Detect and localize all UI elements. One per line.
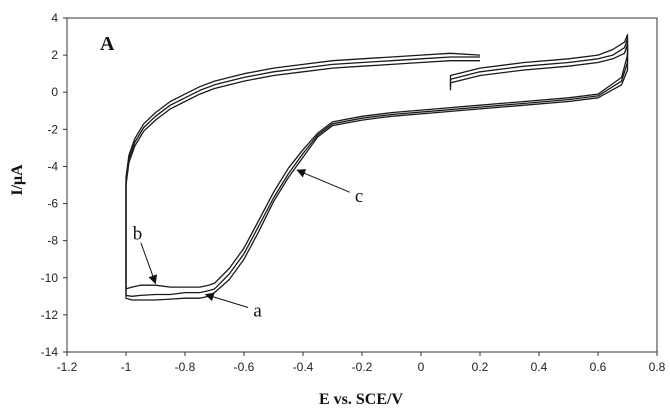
- x-tick-label: 0.8: [649, 360, 666, 374]
- x-tick-label: -1.2: [57, 360, 78, 374]
- x-tick-label: 0.2: [472, 360, 489, 374]
- annotation-arrow-b: [140, 242, 157, 285]
- x-tick-label: -0.6: [234, 360, 255, 374]
- series-line-2: [125, 37, 629, 297]
- series-line-3: [125, 34, 629, 290]
- chart-series-layer: [125, 34, 629, 301]
- y-tick-label: -6: [47, 197, 58, 211]
- chart-annotations: b a c: [133, 169, 363, 321]
- y-tick-label: 2: [51, 48, 58, 62]
- x-tick-label: -0.2: [352, 360, 373, 374]
- annotation-label-a: a: [253, 300, 262, 321]
- series-line-1: [125, 43, 629, 301]
- y-tick-label: -8: [47, 234, 58, 248]
- annotation-arrow-a: [204, 292, 249, 309]
- x-axis-title: E vs. SCE/V: [319, 391, 403, 408]
- x-tick-label: 0.4: [531, 360, 548, 374]
- x-tick-label: -0.4: [293, 360, 314, 374]
- x-tick-label: -0.8: [175, 360, 196, 374]
- y-tick-label: -2: [47, 122, 58, 136]
- y-tick-label: -12: [41, 308, 59, 322]
- y-tick-label: -4: [47, 159, 58, 173]
- annotation-arrow-c: [296, 169, 351, 193]
- annotation-label-b: b: [133, 223, 143, 244]
- annotation-label-c: c: [355, 186, 363, 207]
- x-tick-label: 0: [418, 360, 425, 374]
- panel-label: A: [100, 33, 115, 55]
- y-tick-label: -10: [41, 271, 59, 285]
- chart-axes: -1.2 -1 -0.8 -0.6 -0.4 -0.2 0 0.2 0.4 0.6 0.8 4 2 0 -2…: [41, 11, 666, 374]
- y-tick-label: -14: [41, 345, 59, 359]
- plot-area-frame: [66, 17, 658, 353]
- y-axis-title: I/μA: [9, 164, 26, 196]
- y-tick-label: 0: [51, 85, 58, 99]
- x-tick-label: -1: [121, 360, 132, 374]
- x-tick-label: 0.6: [590, 360, 607, 374]
- y-tick-label: 4: [51, 11, 58, 25]
